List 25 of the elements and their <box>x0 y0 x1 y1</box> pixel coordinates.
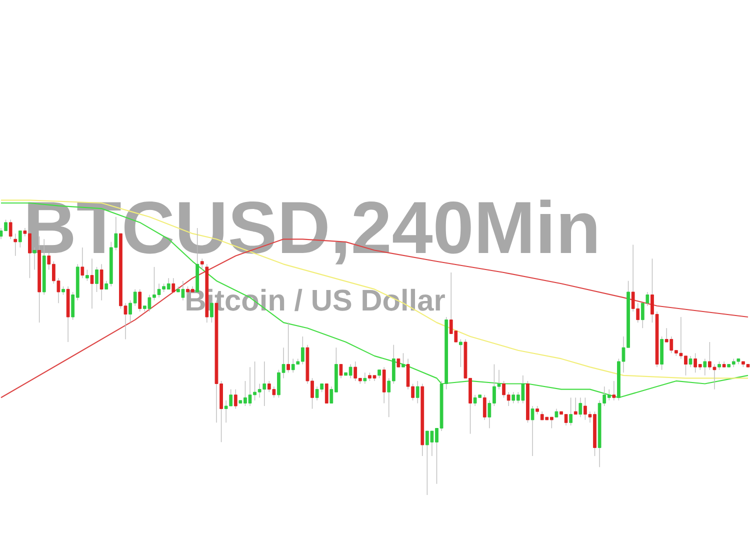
candlestick <box>363 372 367 384</box>
candlestick <box>286 322 290 373</box>
candlestick <box>138 288 142 312</box>
candlestick <box>100 264 104 301</box>
candlestick <box>578 397 582 418</box>
candlestick <box>688 356 692 368</box>
candlestick <box>324 384 328 404</box>
candlestick <box>382 366 386 404</box>
candlestick <box>612 380 616 401</box>
candlestick <box>530 406 534 456</box>
candlestick <box>172 278 176 292</box>
candlestick <box>482 394 486 420</box>
candlestick <box>459 338 462 368</box>
candlestick <box>569 397 573 426</box>
candlestick <box>14 233 18 256</box>
candlestick <box>86 269 89 282</box>
candlestick <box>8 219 12 240</box>
candlestick <box>416 380 420 404</box>
candlestick <box>18 230 22 248</box>
candlestick <box>402 352 405 368</box>
candlestick <box>574 397 578 415</box>
candlestick <box>339 364 343 379</box>
candlestick <box>703 358 707 376</box>
candlestick <box>234 388 238 410</box>
candlestick <box>95 266 98 292</box>
